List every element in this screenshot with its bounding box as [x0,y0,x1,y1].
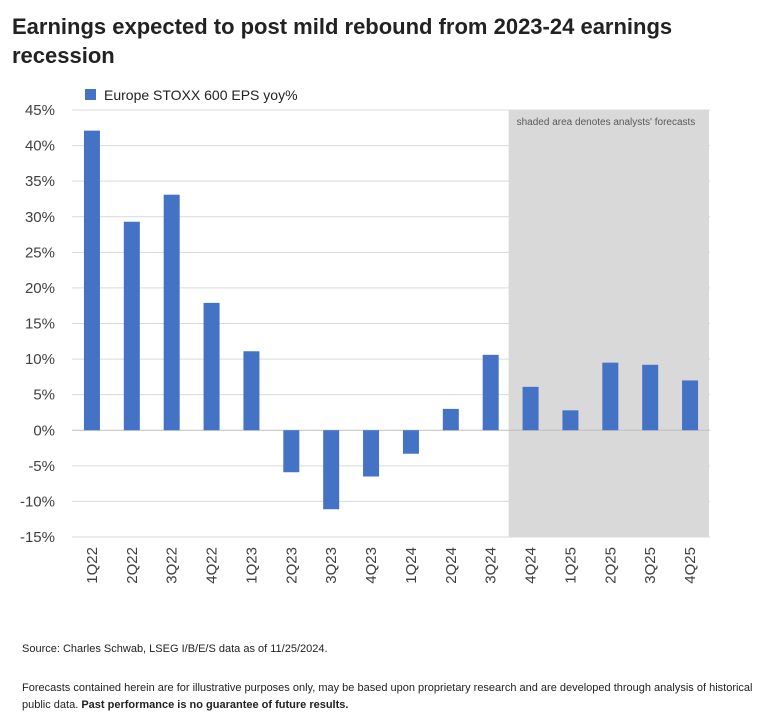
disclaimer-bold: Past performance is no guarantee of futu… [81,699,349,711]
bar [522,386,539,431]
bar [83,130,100,431]
legend: Europe STOXX 600 EPS yoy% [85,87,298,103]
y-tick-label: 40% [25,138,55,155]
bar [323,430,340,510]
source-note: Source: Charles Schwab, LSEG I/B/E/S dat… [22,643,328,655]
x-tick-label: 3Q25 [642,547,659,584]
bar [363,430,380,477]
legend-label: Europe STOXX 600 EPS yoy% [104,87,298,103]
bar [283,430,300,473]
y-tick-label: 15% [25,316,55,333]
bar [123,221,140,431]
y-tick-label: 5% [33,387,55,404]
disclaimer: Forecasts contained herein are for illus… [22,680,772,714]
x-tick-label: 1Q25 [562,547,579,584]
x-tick-label: 4Q24 [523,547,540,584]
bar [442,408,459,431]
disclaimer-text: Forecasts contained herein are for illus… [22,682,753,711]
x-tick-label: 3Q23 [323,547,340,584]
x-tick-label: 2Q22 [124,547,141,584]
y-tick-label: 25% [25,244,55,261]
x-tick-label: 4Q25 [682,547,699,584]
x-tick-label: 1Q24 [403,547,420,584]
y-tick-label: 10% [25,351,55,368]
bar [482,354,499,431]
bar [402,430,419,454]
bar-chart: -15%-10%-5%0%5%10%15%20%25%30%35%40%45% … [20,87,710,584]
legend-swatch [85,89,96,100]
x-tick-label: 1Q22 [84,547,101,584]
y-tick-label: 35% [25,173,55,190]
x-tick-label: 2Q23 [283,547,300,584]
x-tick-label: 3Q22 [164,547,181,584]
bar [243,351,260,431]
y-axis-ticks: -15% -10% -5% 0% 5% 10% 15% 20% 25% 30% 35% 40% 45% [20,102,55,546]
bar [562,410,579,431]
bar [163,194,180,431]
chart-title: Earnings expected to post mild rebound f… [12,14,673,68]
x-tick-label: 2Q25 [602,547,619,584]
y-tick-label: 30% [25,209,55,226]
x-axis-ticks: 1Q22 2Q22 3Q22 4Q22 1Q23 2Q23 3Q23 4Q23 1Q24 2Q24… [84,547,699,584]
forecast-annotation: shaded area denotes analysts' forecasts [517,117,696,128]
x-tick-label: 4Q22 [204,547,221,584]
bar [203,302,220,431]
x-tick-label: 1Q23 [243,547,260,584]
y-tick-label: 0% [33,422,55,439]
bars [83,130,699,510]
bar [602,362,619,431]
x-tick-label: 4Q23 [363,547,380,584]
y-tick-label: -5% [28,458,55,475]
x-tick-label: 2Q24 [443,547,460,584]
y-tick-label: -10% [20,493,55,510]
y-tick-label: 45% [25,102,55,119]
bar [682,380,699,431]
y-tick-label: -15% [20,529,55,546]
x-tick-label: 3Q24 [483,547,500,584]
bar [642,364,659,431]
y-tick-label: 20% [25,280,55,297]
